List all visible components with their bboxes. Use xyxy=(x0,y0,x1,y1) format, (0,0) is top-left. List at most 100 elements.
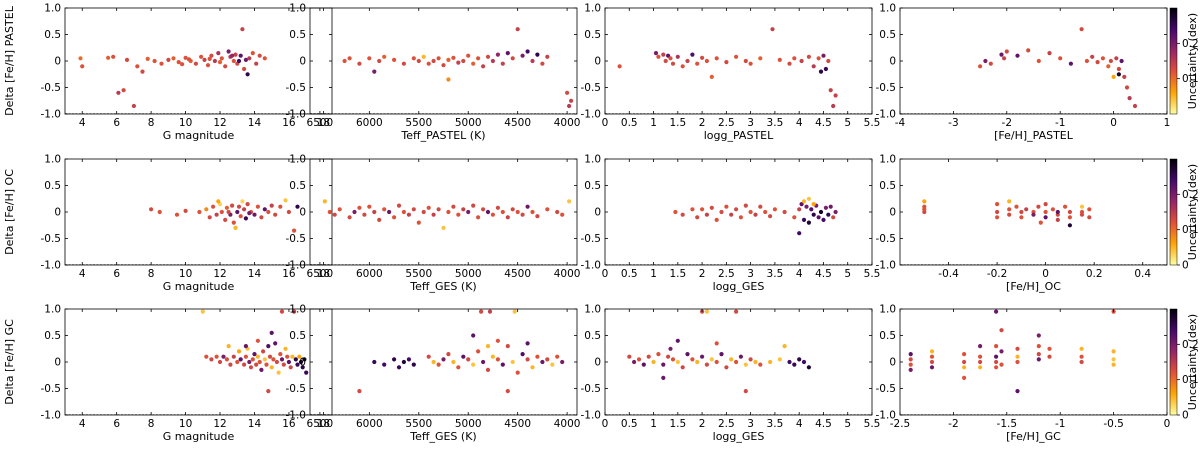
data-point xyxy=(471,203,476,208)
x-tick-label: 5000 xyxy=(455,117,482,129)
y-tick-label: 0.5 xyxy=(289,180,306,192)
data-point xyxy=(476,349,481,354)
x-tick-label: 0 xyxy=(1164,418,1171,430)
x-tick-label: 4500 xyxy=(504,117,531,129)
panel-r1c1: 6500 6000 5500 5000 4500 4000 -1.0 -0.5 0 0.5 1.0 T… xyxy=(286,154,581,294)
data-point xyxy=(724,60,729,65)
data-point xyxy=(510,56,515,61)
data-point xyxy=(471,61,476,66)
data-point xyxy=(180,62,185,67)
data-point xyxy=(670,61,676,66)
x-tick-label: 4.5 xyxy=(815,268,832,280)
data-point xyxy=(809,207,814,212)
data-point xyxy=(446,209,451,215)
x-axis-label: logg_GES xyxy=(713,280,765,293)
data-point xyxy=(421,54,426,59)
data-point xyxy=(1079,359,1084,365)
data-point xyxy=(772,207,778,212)
data-point xyxy=(221,354,226,359)
data-point xyxy=(242,207,247,212)
data-point xyxy=(1067,209,1072,215)
data-point xyxy=(763,209,768,215)
data-point xyxy=(680,212,685,217)
data-point xyxy=(255,204,260,209)
data-point xyxy=(406,212,411,217)
data-point xyxy=(988,61,993,66)
data-point xyxy=(476,56,481,61)
y-tick-label: -0.5 xyxy=(286,82,307,94)
x-axis-label: G magnitude xyxy=(163,430,235,443)
data-point xyxy=(327,209,332,215)
data-point xyxy=(202,57,207,63)
data-point xyxy=(719,352,724,357)
y-tick-label: 0.5 xyxy=(584,180,601,192)
data-point xyxy=(377,58,382,64)
data-point xyxy=(1043,209,1048,215)
data-point xyxy=(748,357,753,362)
y-tick-label: -0.5 xyxy=(286,383,307,395)
data-point xyxy=(806,220,812,225)
x-tick-label: 6000 xyxy=(356,418,383,430)
y-tick-label: -0.5 xyxy=(876,233,897,245)
data-point xyxy=(392,57,397,63)
y-tick-label: 0.5 xyxy=(44,180,61,192)
data-point xyxy=(530,209,535,215)
data-point xyxy=(266,344,271,349)
data-point xyxy=(357,205,362,210)
x-tick-label: 1 xyxy=(650,418,657,430)
data-point xyxy=(1132,103,1138,109)
data-point xyxy=(281,362,286,367)
data-point xyxy=(436,56,441,61)
data-point xyxy=(962,359,967,365)
data-point xyxy=(792,362,797,367)
panel-r0c0: 4 6 8 10 12 14 16 18 -1.0 -0.5 0 0.5 1.0 G magnitude D… xyxy=(3,3,333,142)
data-point xyxy=(675,359,680,365)
data-point xyxy=(481,359,486,365)
data-point xyxy=(1043,215,1048,220)
data-point xyxy=(1087,215,1092,220)
data-point xyxy=(226,209,231,215)
data-point xyxy=(1014,204,1019,209)
data-point xyxy=(999,328,1004,333)
data-point xyxy=(1015,53,1020,58)
axes-frame xyxy=(309,158,578,266)
axes-frame xyxy=(64,7,333,115)
data-point xyxy=(377,217,382,222)
data-point xyxy=(266,389,271,394)
data-point xyxy=(545,207,550,212)
colorbar-tick-label: 0 xyxy=(1182,260,1189,272)
data-point xyxy=(821,217,826,222)
y-tick-label: -0.5 xyxy=(41,233,62,245)
data-point xyxy=(540,359,545,365)
x-tick-label: 3.5 xyxy=(767,117,784,129)
x-tick-label: 1.5 xyxy=(669,268,686,280)
data-point xyxy=(978,344,983,349)
data-point xyxy=(929,359,935,365)
data-point xyxy=(219,209,224,215)
data-point xyxy=(396,203,402,208)
y-tick-label: -1.0 xyxy=(41,109,62,121)
data-point xyxy=(999,52,1004,57)
data-point xyxy=(777,57,782,63)
data-point xyxy=(1119,58,1124,64)
y-tick-label: 1.0 xyxy=(879,304,896,316)
x-tick-label: 4500 xyxy=(504,268,531,280)
y-tick-label: -1.0 xyxy=(41,260,62,272)
data-point xyxy=(831,103,836,109)
colorbar-tick-label: 0 xyxy=(1182,410,1189,422)
data-point xyxy=(995,202,1000,207)
y-tick-label: 1.0 xyxy=(289,304,306,316)
data-point xyxy=(236,349,242,354)
data-point xyxy=(758,204,763,209)
scatter-panels: 4 6 8 10 12 14 16 18-1.0-0.500.51.0G magnitudeD… xyxy=(3,3,1170,444)
data-point xyxy=(183,208,188,213)
data-point xyxy=(770,27,775,32)
data-point xyxy=(481,64,486,69)
data-point xyxy=(487,309,493,314)
data-point xyxy=(1036,344,1041,349)
y-tick-label: -1.0 xyxy=(581,109,602,121)
data-point xyxy=(1024,207,1029,212)
x-tick-label: -1 xyxy=(1055,418,1065,430)
data-point xyxy=(734,207,739,212)
data-point xyxy=(145,56,150,62)
